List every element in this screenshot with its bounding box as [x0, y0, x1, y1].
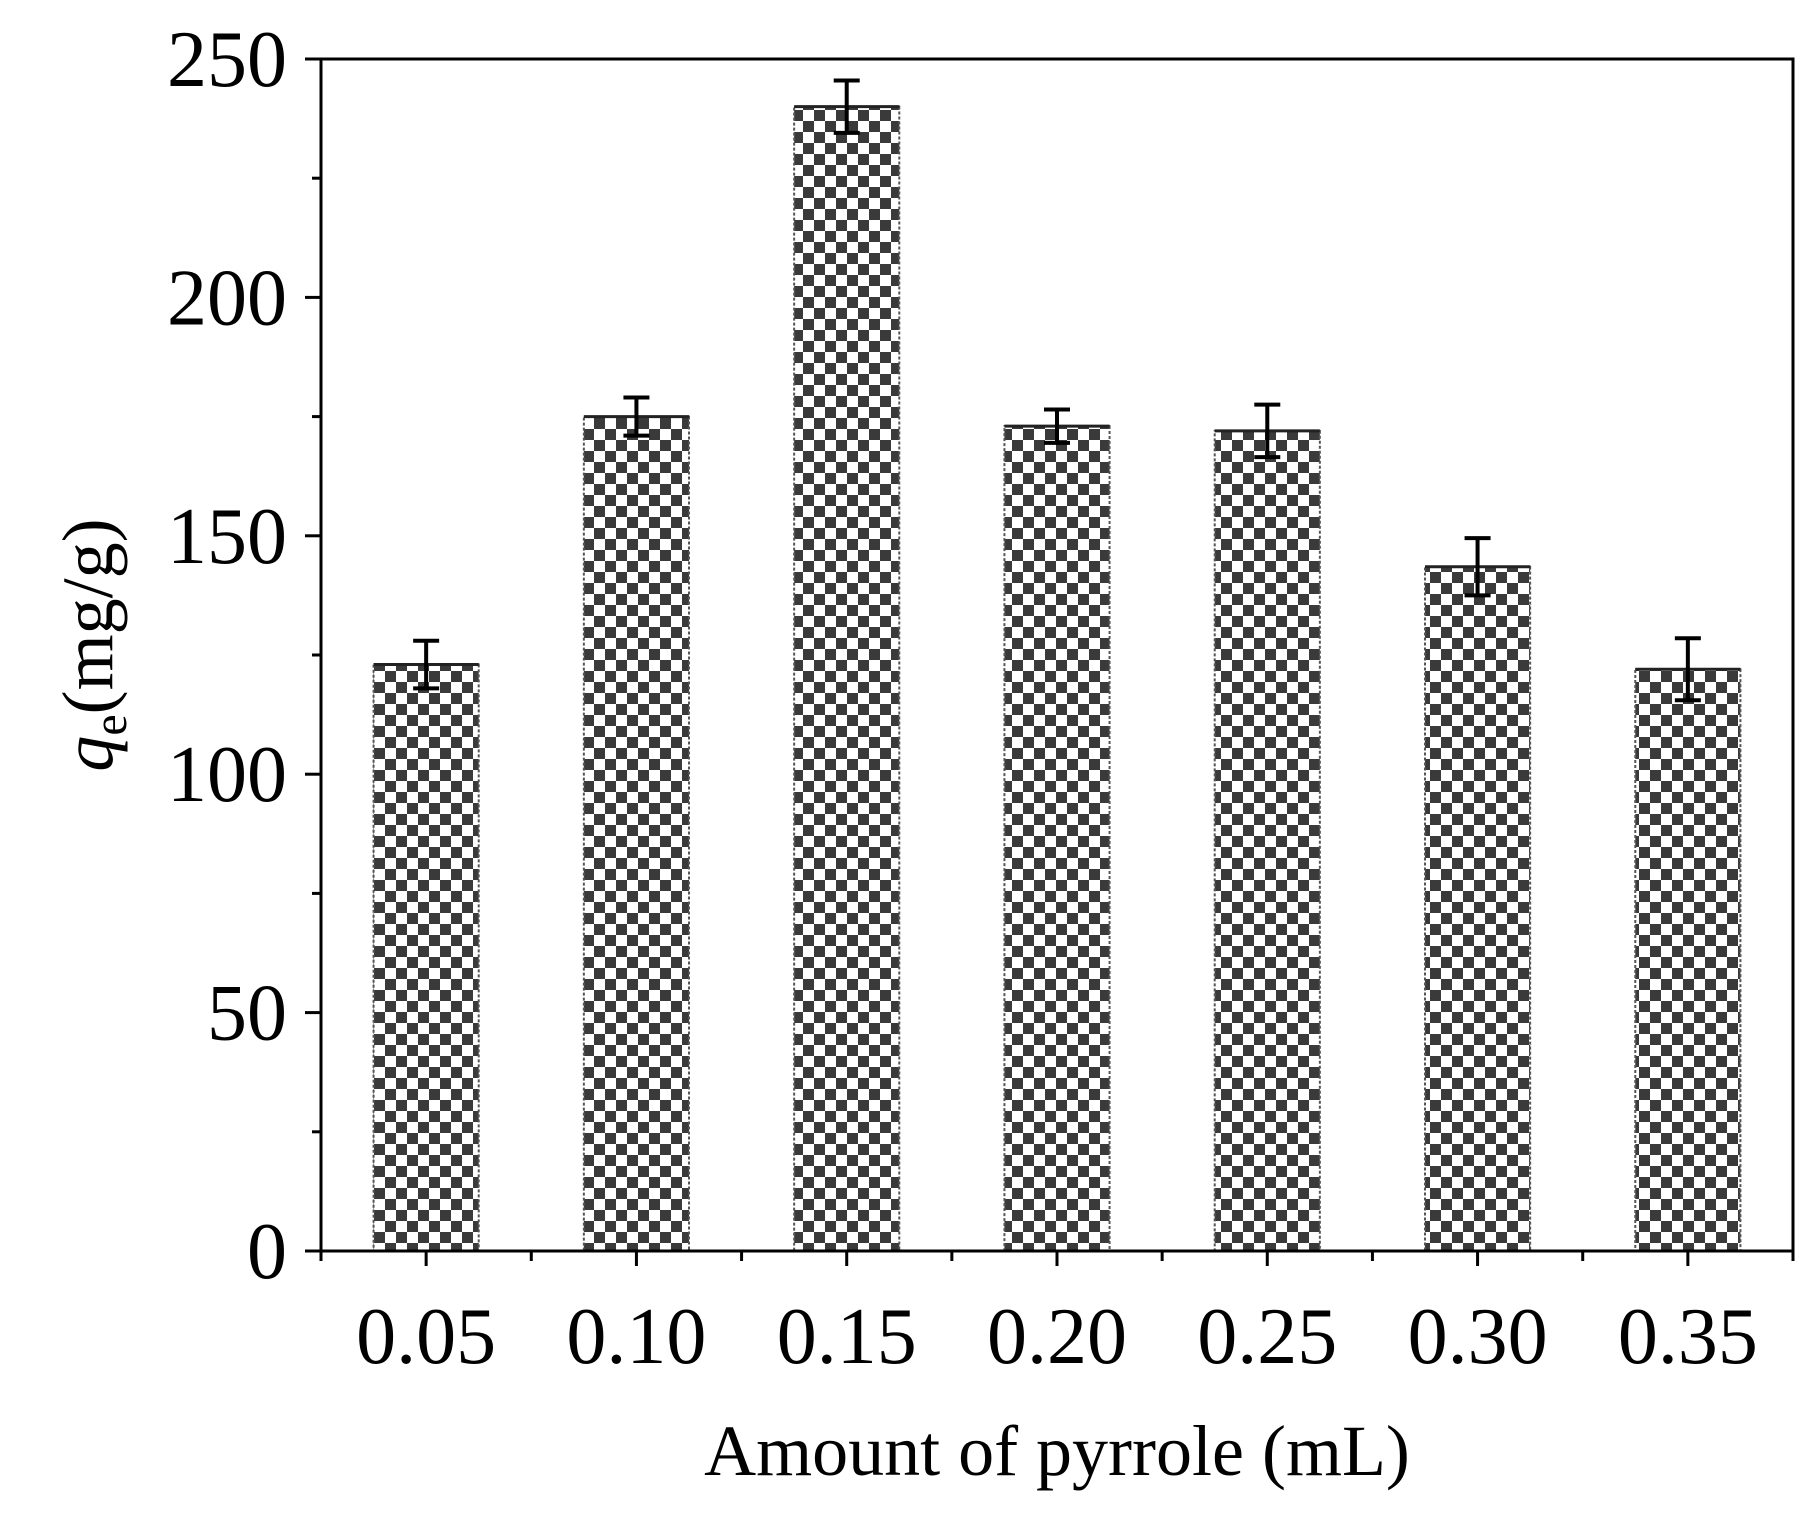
error-bar-0.05 [413, 638, 440, 691]
y-tick-label: 200 [167, 254, 287, 342]
y-axis-title-unit: (mg/g) [48, 518, 128, 714]
y-tick-label: 50 [207, 970, 287, 1058]
error-bar-0.30 [1464, 536, 1491, 598]
x-tick-label: 0.30 [1408, 1293, 1548, 1381]
x-axis-ticks: 0.05 0.10 0.15 0.20 0.25 0.30 0.35 [319, 1251, 1795, 1381]
bar-0.25 [1213, 429, 1321, 1252]
bar-0.05 [372, 663, 480, 1252]
error-bar-0.35 [1674, 636, 1701, 703]
x-tick-label: 0.25 [1197, 1293, 1337, 1381]
x-tick-label: 0.10 [566, 1293, 706, 1381]
x-tick-label: 0.20 [987, 1293, 1127, 1381]
bar-0.30 [1424, 565, 1532, 1252]
bar-0.15 [793, 105, 901, 1252]
y-tick-label: 0 [247, 1208, 287, 1296]
y-tick-label: 150 [167, 493, 287, 581]
x-axis-title: Amount of pyrrole (mL) [704, 1411, 1410, 1491]
bars [372, 105, 1742, 1253]
y-tick-label: 100 [167, 731, 287, 819]
error-bar-0.10 [623, 395, 650, 438]
y-axis-title-symbol: q [48, 736, 128, 772]
y-axis-title-subscript: e [84, 714, 137, 735]
y-tick-label: 250 [167, 16, 287, 104]
bar-0.35 [1634, 668, 1742, 1252]
x-tick-label: 0.15 [777, 1293, 917, 1381]
error-bars [413, 78, 1701, 703]
y-axis-title: qe(mg/g) [48, 518, 137, 771]
x-tick-label: 0.05 [356, 1293, 496, 1381]
error-bar-0.15 [833, 78, 860, 135]
x-tick-label: 0.35 [1618, 1293, 1758, 1381]
bar-0.10 [582, 415, 690, 1253]
y-axis-ticks: 0 50 100 150 200 250 [167, 16, 321, 1296]
bar-0.20 [1003, 425, 1111, 1252]
error-bar-0.25 [1254, 402, 1281, 460]
error-bar-0.20 [1044, 407, 1070, 445]
